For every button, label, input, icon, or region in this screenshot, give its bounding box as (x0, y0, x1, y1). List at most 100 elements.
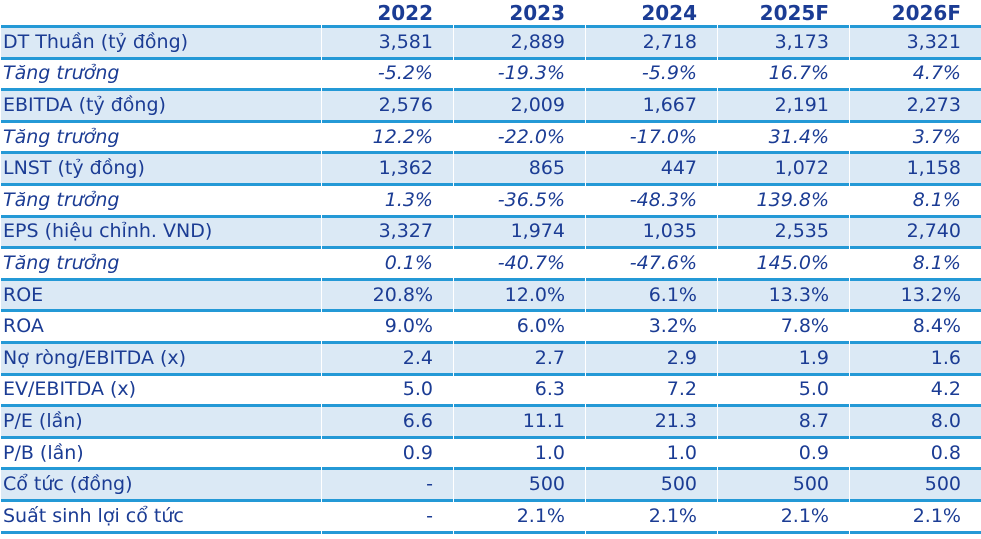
row-label: P/E (lần) (1, 407, 321, 439)
cell-value: 2.9 (586, 343, 717, 376)
cell-value: 7.2 (586, 375, 717, 408)
cell-value: 13.3% (718, 280, 849, 313)
row-label: ROA (1, 312, 321, 344)
cell-value: 447 (586, 154, 717, 186)
row-label: P/B (lần) (1, 438, 321, 471)
row-label: EPS (hiệu chỉnh. VND) (1, 217, 321, 250)
cell-value: 5.0 (718, 375, 849, 408)
row-label: DT Thuần (tỷ đồng) (1, 28, 321, 60)
cell-value: 3.2% (586, 312, 717, 344)
table-row-roe: ROE 20.8% 12.0% 6.1% 13.3% 13.2% (1, 280, 981, 313)
cell-value: 20.8% (322, 280, 453, 313)
cell-value: 2,576 (322, 91, 453, 123)
header-year-2025f: 2025F (718, 0, 849, 28)
cell-value: 1,035 (586, 217, 717, 250)
cell-value: 139.8% (718, 185, 849, 218)
cell-value: 6.6 (322, 407, 453, 439)
row-label: Nợ ròng/EBITDA (x) (1, 343, 321, 376)
cell-value: 500 (718, 470, 849, 502)
cell-value: 2,889 (454, 28, 585, 60)
cell-value: 0.8 (850, 438, 981, 471)
cell-value: 9.0% (322, 312, 453, 344)
row-label: Tăng trưởng (1, 185, 321, 218)
cell-value: 8.7 (718, 407, 849, 439)
header-year-2022: 2022 (322, 0, 453, 28)
cell-value: 7.8% (718, 312, 849, 344)
table-row-roa: ROA 9.0% 6.0% 3.2% 7.8% 8.4% (1, 312, 981, 344)
cell-value: 0.9 (322, 438, 453, 471)
header-year-2026f: 2026F (850, 0, 981, 28)
cell-value: 1.6 (850, 343, 981, 376)
cell-value: 4.2 (850, 375, 981, 408)
row-label: Cổ tức (đồng) (1, 470, 321, 502)
cell-value: -19.3% (454, 59, 585, 92)
cell-value: 1.9 (718, 343, 849, 376)
cell-value: -5.9% (586, 59, 717, 92)
cell-value: 1,667 (586, 91, 717, 123)
row-label: ROE (1, 280, 321, 313)
cell-value: 2.1% (454, 501, 585, 534)
cell-value: 1,974 (454, 217, 585, 250)
cell-value: 3,581 (322, 28, 453, 60)
table-row-pb: P/B (lần) 0.9 1.0 1.0 0.9 0.8 (1, 438, 981, 471)
table-row-ev-ebitda: EV/EBITDA (x) 5.0 6.3 7.2 5.0 4.2 (1, 375, 981, 408)
table-row-pe: P/E (lần) 6.6 11.1 21.3 8.7 8.0 (1, 407, 981, 439)
row-label: LNST (tỷ đồng) (1, 154, 321, 186)
cell-value: 1.3% (322, 185, 453, 218)
cell-value: 12.2% (322, 122, 453, 155)
cell-value: 2.4 (322, 343, 453, 376)
cell-value: 5.0 (322, 375, 453, 408)
cell-value: -36.5% (454, 185, 585, 218)
cell-value: 2.1% (586, 501, 717, 534)
cell-value: 13.2% (850, 280, 981, 313)
cell-value: 1,158 (850, 154, 981, 186)
header-metric-column (1, 0, 321, 28)
table-row-net-debt-ebitda: Nợ ròng/EBITDA (x) 2.4 2.7 2.9 1.9 1.6 (1, 343, 981, 376)
cell-value: 6.1% (586, 280, 717, 313)
cell-value: -40.7% (454, 249, 585, 281)
cell-value: 21.3 (586, 407, 717, 439)
row-label: Suất sinh lợi cổ tức (1, 501, 321, 534)
row-label: Tăng trưởng (1, 122, 321, 155)
cell-value: 1.0 (454, 438, 585, 471)
cell-value: -48.3% (586, 185, 717, 218)
table-row-eps: EPS (hiệu chỉnh. VND) 3,327 1,974 1,035 … (1, 217, 981, 250)
cell-value: - (322, 470, 453, 502)
cell-value: 4.7% (850, 59, 981, 92)
header-year-2024: 2024 (586, 0, 717, 28)
row-label: Tăng trưởng (1, 59, 321, 92)
row-label: EV/EBITDA (x) (1, 375, 321, 408)
cell-value: -17.0% (586, 122, 717, 155)
cell-value: 145.0% (718, 249, 849, 281)
cell-value: 0.9 (718, 438, 849, 471)
header-year-2023: 2023 (454, 0, 585, 28)
cell-value: - (322, 501, 453, 534)
table-row-net-revenue: DT Thuần (tỷ đồng) 3,581 2,889 2,718 3,1… (1, 28, 981, 60)
cell-value: 2.1% (718, 501, 849, 534)
cell-value: 8.1% (850, 249, 981, 281)
cell-value: 2,191 (718, 91, 849, 123)
cell-value: 11.1 (454, 407, 585, 439)
cell-value: 1,362 (322, 154, 453, 186)
cell-value: -5.2% (322, 59, 453, 92)
cell-value: 3,327 (322, 217, 453, 250)
table-row-growth: Tăng trưởng 0.1% -40.7% -47.6% 145.0% 8.… (1, 249, 981, 281)
table-row-ebitda: EBITDA (tỷ đồng) 2,576 2,009 1,667 2,191… (1, 91, 981, 123)
cell-value: 3,173 (718, 28, 849, 60)
cell-value: 500 (454, 470, 585, 502)
cell-value: 2.7 (454, 343, 585, 376)
table-row-dividend: Cổ tức (đồng) - 500 500 500 500 (1, 470, 981, 502)
cell-value: -22.0% (454, 122, 585, 155)
cell-value: 2.1% (850, 501, 981, 534)
cell-value: 8.4% (850, 312, 981, 344)
cell-value: 865 (454, 154, 585, 186)
table-row-growth: Tăng trưởng -5.2% -19.3% -5.9% 16.7% 4.7… (1, 59, 981, 92)
cell-value: 1,072 (718, 154, 849, 186)
cell-value: 2,740 (850, 217, 981, 250)
cell-value: 6.3 (454, 375, 585, 408)
cell-value: 16.7% (718, 59, 849, 92)
table-row-growth: Tăng trưởng 12.2% -22.0% -17.0% 31.4% 3.… (1, 122, 981, 155)
cell-value: 2,535 (718, 217, 849, 250)
cell-value: 1.0 (586, 438, 717, 471)
